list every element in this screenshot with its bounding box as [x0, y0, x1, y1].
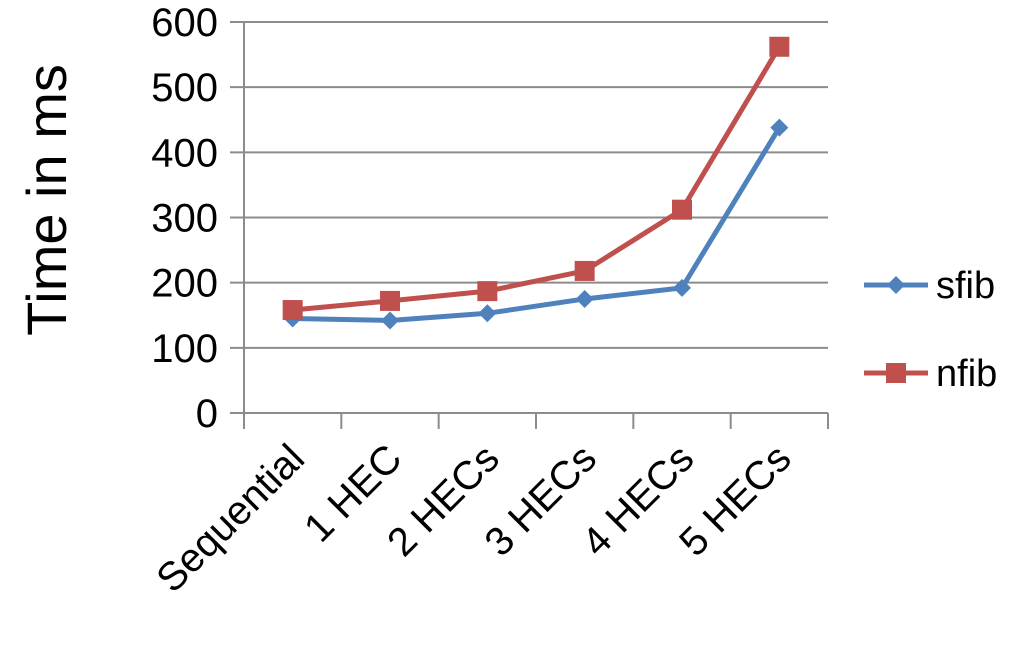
series-sfib [283, 118, 789, 330]
data-point [381, 311, 399, 330]
legend: sfib nfib [864, 265, 997, 395]
y-tick-labels: 0 100 200 300 400 500 600 [151, 1, 218, 436]
series-line [292, 126, 782, 323]
legend-item-nfib: nfib [864, 353, 997, 395]
y-tick-label: 0 [196, 392, 218, 436]
data-point [575, 289, 594, 308]
gridlines [230, 21, 828, 414]
legend-label: sfib [936, 265, 995, 307]
y-tick-label: 100 [151, 327, 218, 371]
y-tick-label: 600 [151, 1, 218, 45]
y-axis-title: Time in ms [15, 64, 78, 336]
data-point [887, 276, 905, 294]
y-tick-label: 200 [151, 262, 218, 306]
data-point [672, 199, 692, 220]
legend-item-sfib: sfib [864, 265, 995, 307]
axes [243, 22, 829, 429]
data-point [886, 363, 906, 383]
data-point [574, 260, 595, 281]
series-line [292, 45, 782, 313]
data-point [478, 304, 497, 323]
x-tick-label: Sequential [148, 436, 313, 601]
data-point [477, 281, 498, 302]
data-point [673, 278, 691, 297]
data-point [282, 300, 303, 321]
data-point [769, 36, 790, 57]
y-tick-label: 300 [151, 197, 218, 241]
data-point [770, 118, 789, 137]
data-point [380, 290, 400, 311]
data-series [282, 36, 790, 330]
y-tick-label: 400 [151, 131, 218, 175]
legend-label: nfib [936, 353, 997, 395]
series-nfib [282, 36, 790, 321]
y-tick-label: 500 [151, 66, 218, 110]
